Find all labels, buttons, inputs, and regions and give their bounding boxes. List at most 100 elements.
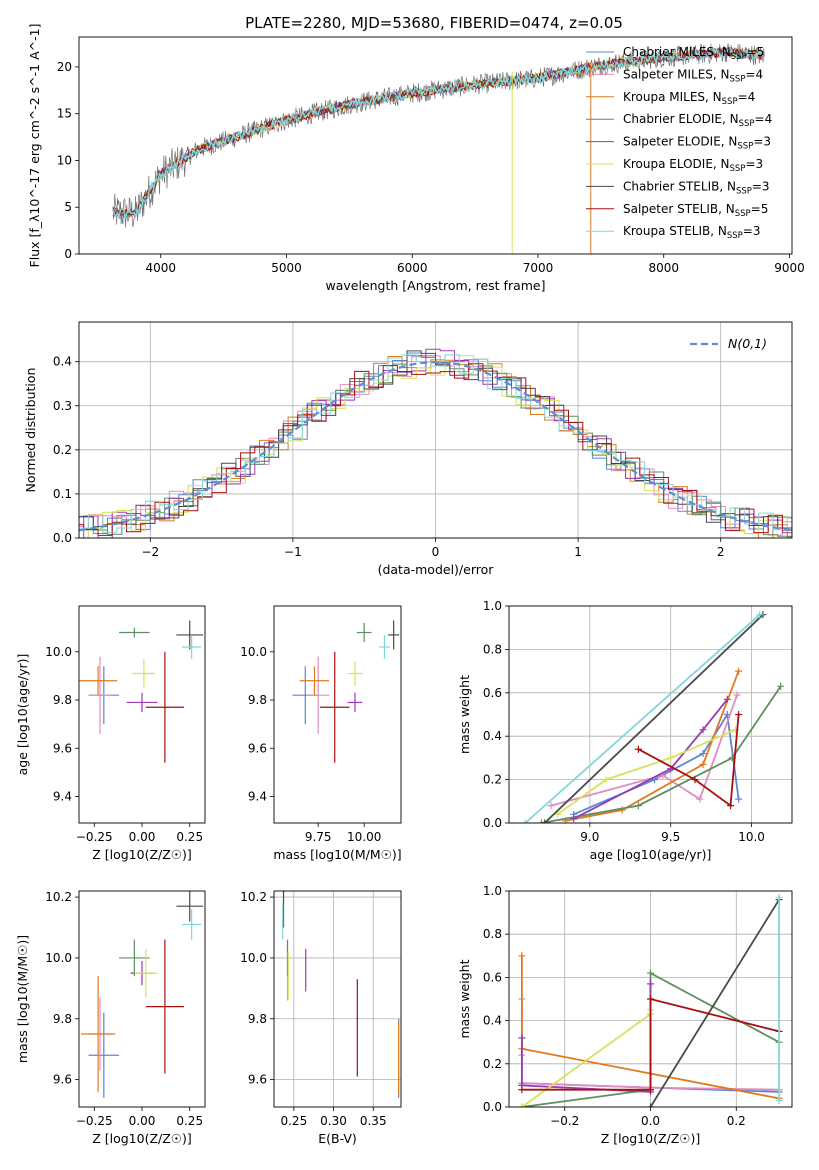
residual-histogram <box>79 354 792 533</box>
mass-weight-point <box>667 754 675 762</box>
y-tick-label: 20 <box>57 60 72 74</box>
y-tick-label: 0.2 <box>483 1057 502 1071</box>
model-spectrum <box>112 47 763 221</box>
y-tick-label: 9.6 <box>248 1073 267 1087</box>
mass-weight-point <box>735 711 743 718</box>
y-tick-label: 10.2 <box>240 890 267 904</box>
y-tick-label: 0 <box>64 247 72 261</box>
x-tick-label: 1 <box>574 545 582 559</box>
legend-label: Chabrier STELIB, NSSP=3 <box>623 179 770 196</box>
residual-histogram <box>79 355 792 536</box>
y-tick-label: 9.6 <box>248 741 267 755</box>
mass-weight-point <box>547 802 555 810</box>
x-tick-label: 10.0 <box>738 830 765 844</box>
y-axis-label: Normed distribution <box>23 368 38 493</box>
legend-label: Salpeter MILES, NSSP=4 <box>623 67 763 84</box>
y-tick-label: 10.0 <box>45 951 72 965</box>
x-tick-label: 0.0 <box>641 1114 660 1128</box>
x-axis-label: age [log10(age/yr)] <box>590 847 712 862</box>
y-tick-label: 0.4 <box>483 1014 502 1028</box>
plot-frame <box>508 605 793 824</box>
mass-weight-line <box>556 728 736 816</box>
mass-weight-line <box>541 685 782 823</box>
massweight-vs-age-panel: 9.0 9.5 10.0 0.0 0.2 0.4 0.6 0.8 1.0 age [log10(a… <box>457 599 793 862</box>
mass-weight-point <box>634 745 642 753</box>
y-tick-label: 0.6 <box>483 970 502 984</box>
y-tick-label: 0.0 <box>53 531 72 545</box>
y-tick-label: 10.0 <box>240 645 267 659</box>
mass-weight-point <box>727 802 735 810</box>
y-tick-label: 1.0 <box>483 599 502 613</box>
y-tick-label: 9.6 <box>53 1073 72 1087</box>
mass-weight-point <box>602 776 610 784</box>
mass-weight-line <box>573 711 740 816</box>
mass-weight-point <box>723 695 731 703</box>
mass-weight-point <box>699 750 707 758</box>
x-tick-label: 2 <box>717 545 725 559</box>
mass-weight-point <box>518 1086 526 1094</box>
plot-frame <box>273 890 402 1108</box>
mass-weight-point <box>647 969 654 977</box>
x-axis-label: wavelength [Angstrom, rest frame] <box>325 278 545 293</box>
age-vs-metallicity-panel: −0.25 0.00 0.25 9.4 9.6 9.8 10.0 Z [log10(Z/Z☉)… <box>15 605 206 862</box>
x-tick-label: −0.2 <box>550 1114 579 1128</box>
y-tick-label: 0.4 <box>53 355 72 369</box>
mass-weight-point <box>521 819 529 823</box>
x-tick-label: 9000 <box>774 261 805 275</box>
y-tick-label: 10.2 <box>45 890 72 904</box>
y-tick-label: 0.0 <box>483 816 502 830</box>
legend-label: Salpeter ELODIE, NSSP=3 <box>623 135 771 152</box>
mass-weight-line <box>521 983 652 1093</box>
x-tick-label: 0.25 <box>176 830 203 844</box>
x-axis-label: Z [log10(Z/Z☉)] <box>92 1131 192 1146</box>
mass-weight-point <box>756 611 764 619</box>
plot-frame <box>78 890 206 1108</box>
x-axis-label: E(B-V) <box>318 1131 357 1146</box>
mass-vs-ebv-panel: 0.25 0.30 0.35 9.6 9.8 10.0 10.2 E(B-V) <box>240 890 402 1146</box>
mass-weight-line <box>524 614 761 823</box>
legend-label: Kroupa STELIB, NSSP=3 <box>623 224 761 241</box>
figure-title: PLATE=2280, MJD=53680, FIBERID=0474, z=0… <box>245 14 623 32</box>
mass-weight-point <box>518 952 526 960</box>
x-tick-label: 0.30 <box>320 1114 347 1128</box>
x-tick-label: 10.00 <box>347 830 381 844</box>
mass-weight-point <box>554 810 562 818</box>
mass-weight-line <box>637 714 740 808</box>
mass-vs-metallicity-panel: −0.25 0.00 0.25 9.6 9.8 10.0 10.2 Z [log10(Z/Z☉… <box>15 890 206 1146</box>
x-tick-label: −0.25 <box>76 830 113 844</box>
y-tick-label: 9.4 <box>53 789 72 803</box>
mass-weight-point <box>541 819 549 823</box>
x-axis-label: (data-model)/error <box>378 562 495 577</box>
mass-weight-point <box>647 980 654 988</box>
y-tick-label: 9.4 <box>248 789 267 803</box>
mass-weight-point <box>647 1103 654 1107</box>
mass-weight-point <box>775 1097 783 1105</box>
y-tick-label: 0.3 <box>53 399 72 413</box>
mass-weight-point <box>777 682 785 690</box>
y-axis-label: mass [log10(M/M☉)] <box>15 935 30 1063</box>
x-axis-label: mass [log10(M/M☉)] <box>273 847 401 862</box>
y-tick-label: 0.1 <box>53 487 72 501</box>
x-tick-label: 5000 <box>271 261 302 275</box>
y-axis-label: mass weight <box>457 675 472 754</box>
x-tick-label: 0.00 <box>129 830 156 844</box>
plot-frame <box>508 890 793 1108</box>
x-tick-label: 9.0 <box>580 830 599 844</box>
legend-label: Chabrier MILES, NSSP=5 <box>623 45 764 62</box>
y-tick-label: 9.8 <box>248 693 267 707</box>
legend-label: Kroupa ELODIE, NSSP=3 <box>623 157 763 174</box>
x-axis-label: Z [log10(Z/Z☉)] <box>601 1131 701 1146</box>
massweight-vs-metallicity-panel: −0.2 0.0 0.2 0.0 0.2 0.4 0.6 0.8 1.0 Z [log10(Z/Z… <box>457 884 793 1146</box>
plot-frame <box>78 36 793 255</box>
legend-label: N(0,1) <box>728 336 767 351</box>
residual-histogram <box>79 363 792 536</box>
x-tick-label: 6000 <box>397 261 428 275</box>
y-tick-label: 10.0 <box>240 951 267 965</box>
x-tick-label: 7000 <box>523 261 554 275</box>
y-tick-label: 0.8 <box>483 642 502 656</box>
mass-weight-line <box>573 698 729 820</box>
mass-weight-point <box>735 795 743 803</box>
y-tick-label: 0.2 <box>53 443 72 457</box>
mass-weight-point <box>647 1086 654 1094</box>
y-tick-label: 1.0 <box>483 884 502 898</box>
